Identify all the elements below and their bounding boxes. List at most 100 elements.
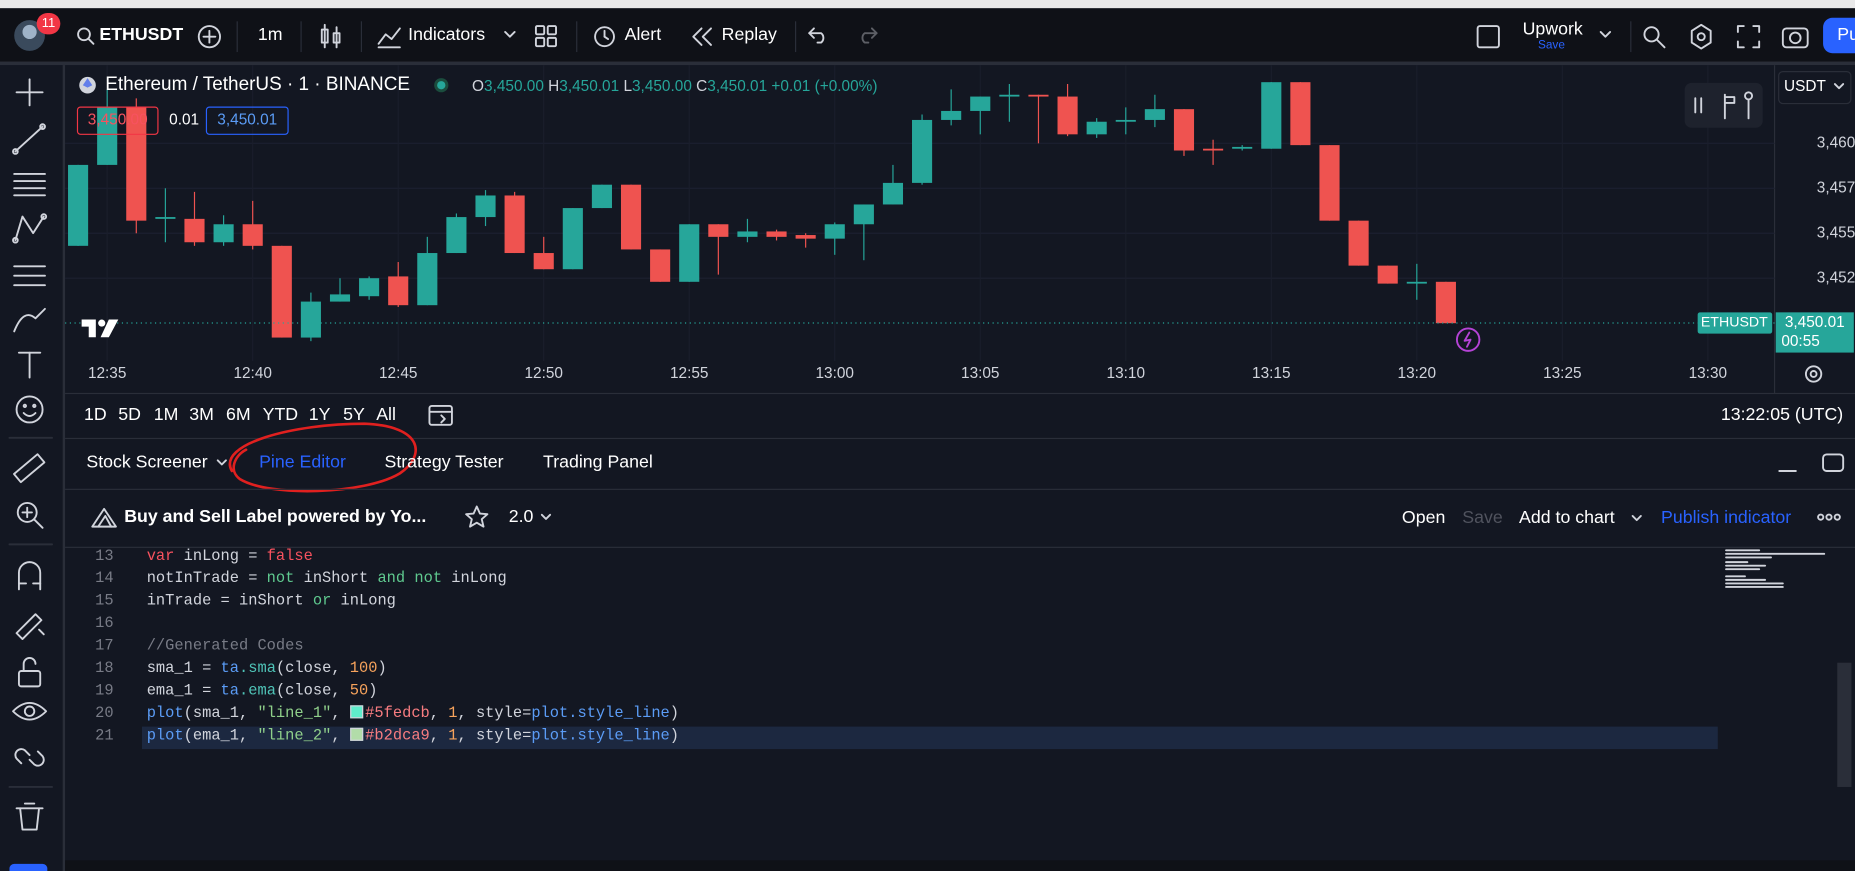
candle-body	[1319, 145, 1340, 221]
range-button[interactable]: All	[376, 404, 396, 425]
clock: 13:22:05 (UTC)	[1720, 404, 1844, 425]
indicators[interactable]: Indicators	[408, 24, 486, 45]
candle-body	[737, 231, 758, 237]
range-button[interactable]: 1D	[83, 404, 107, 425]
tv-logo	[81, 319, 119, 338]
open-button[interactable]: Open	[1401, 507, 1446, 528]
redo-icon[interactable]	[857, 26, 878, 45]
chart-type-icon[interactable]	[319, 23, 343, 50]
sell-box[interactable]	[76, 106, 159, 135]
range-button[interactable]: 1Y	[308, 404, 331, 425]
version[interactable]: 2.0	[508, 506, 534, 527]
bottom-button[interactable]	[9, 863, 48, 871]
chevron[interactable]	[504, 31, 518, 40]
candle-body	[766, 231, 787, 237]
script-name[interactable]: Buy and Sell Label powered by Yo...	[124, 506, 427, 527]
candle-body	[1173, 109, 1195, 151]
buy-price[interactable]: 3,450.01	[217, 110, 278, 128]
alert[interactable]: Alert	[624, 24, 662, 45]
chevron[interactable]	[1599, 31, 1613, 40]
x-tick-label: 13:10	[1107, 365, 1145, 382]
currency-box[interactable]	[1778, 71, 1852, 105]
c-label: C	[696, 76, 708, 95]
favorite-icon[interactable]	[464, 504, 490, 530]
code-token: ,	[331, 704, 350, 722]
code-token: (close,	[275, 659, 350, 677]
replay[interactable]: Replay	[721, 24, 777, 45]
buy-box[interactable]	[205, 106, 289, 135]
code-token: or	[312, 591, 332, 610]
chart-settings-icon[interactable]	[1804, 364, 1825, 385]
undo-icon[interactable]	[808, 26, 829, 45]
x-tick-label: 12:50	[524, 365, 562, 382]
range-button[interactable]: YTD	[262, 404, 299, 425]
object-tree-widget[interactable]	[1684, 82, 1763, 128]
chevron[interactable]	[540, 513, 553, 521]
settings-icon[interactable]	[1688, 23, 1714, 50]
indicators-icon[interactable]	[376, 24, 402, 50]
fullscreen-icon[interactable]	[1736, 25, 1761, 49]
replay-icon[interactable]	[691, 26, 715, 47]
code-token: inLong =	[174, 546, 267, 565]
candle-body	[533, 253, 554, 270]
x-tick-label: 12:55	[670, 365, 708, 382]
line-number: 17	[95, 636, 114, 655]
layouts-icon[interactable]	[534, 25, 559, 49]
candle-body	[1435, 281, 1456, 324]
range-button[interactable]: 6M	[225, 404, 251, 425]
drawing-toolbar[interactable]	[0, 65, 63, 871]
currency[interactable]: USDT	[1784, 76, 1826, 95]
publish-indicator[interactable]: Publish indicator	[1660, 507, 1792, 528]
code-token: .sma	[239, 659, 276, 677]
panel-controls[interactable]	[1777, 452, 1848, 476]
code-token: inLong	[331, 591, 396, 610]
range-button[interactable]: 5Y	[343, 404, 365, 425]
interval[interactable]: 1m	[257, 24, 283, 45]
candle-body	[708, 224, 729, 237]
candle-body	[912, 119, 933, 183]
alert-icon[interactable]	[592, 22, 620, 50]
chevron[interactable]	[1631, 515, 1643, 522]
save-button[interactable]: Save	[1462, 507, 1503, 528]
snapshot-icon[interactable]	[1781, 24, 1810, 50]
tab[interactable]: Pine Editor	[259, 452, 346, 473]
range-button[interactable]: 1M	[153, 404, 179, 425]
line-number: 13	[95, 546, 114, 565]
code-token: #b2dca9	[365, 726, 430, 745]
symbol[interactable]: ETHUSDT	[99, 24, 184, 45]
range-button[interactable]: 3M	[189, 404, 214, 425]
quick-search-icon[interactable]	[1641, 24, 1667, 50]
sell-price[interactable]: 3,450.00	[87, 110, 148, 128]
badge-count: 11	[41, 16, 56, 31]
search-icon[interactable]	[76, 26, 95, 45]
tab[interactable]: Strategy Tester	[384, 452, 504, 473]
code-token: false	[266, 546, 313, 565]
code-line: //Generated Codes	[147, 634, 304, 656]
x-tick-label: 13:05	[961, 365, 999, 382]
lightning-marker[interactable]	[1455, 327, 1482, 354]
layout-icon[interactable]	[1476, 25, 1500, 49]
candle-body	[68, 164, 89, 246]
layout-name[interactable]: Upwork	[1522, 18, 1583, 40]
scrollbar[interactable]	[1837, 662, 1852, 787]
compare-icon[interactable]	[196, 24, 222, 50]
price-chart[interactable]: 3,460.00 3,457.50 3,455.00 3,452.50 12:35 12:…	[65, 65, 1855, 395]
add-to-chart[interactable]: Add to chart	[1519, 507, 1615, 528]
publish-label[interactable]: Pu	[1837, 24, 1855, 45]
date-range-icon[interactable]	[428, 402, 454, 428]
x-tick-label: 12:45	[379, 365, 417, 382]
more-icon[interactable]	[1817, 511, 1843, 523]
chevron[interactable]	[216, 459, 228, 466]
chevron[interactable]	[1833, 83, 1846, 90]
tab[interactable]: Trading Panel	[543, 452, 653, 473]
line-number: 14	[95, 569, 114, 587]
publish-button[interactable]	[1823, 17, 1855, 54]
range-button[interactable]: 5D	[118, 404, 142, 425]
candle-body	[475, 195, 496, 218]
tab[interactable]: Stock Screener	[86, 452, 208, 473]
code-token: var	[146, 546, 175, 565]
widget-icons[interactable]	[1689, 88, 1760, 124]
code-token: ta	[220, 659, 240, 677]
layout-save[interactable]: Save	[1537, 39, 1565, 53]
code-token: "line_1"	[257, 704, 332, 722]
